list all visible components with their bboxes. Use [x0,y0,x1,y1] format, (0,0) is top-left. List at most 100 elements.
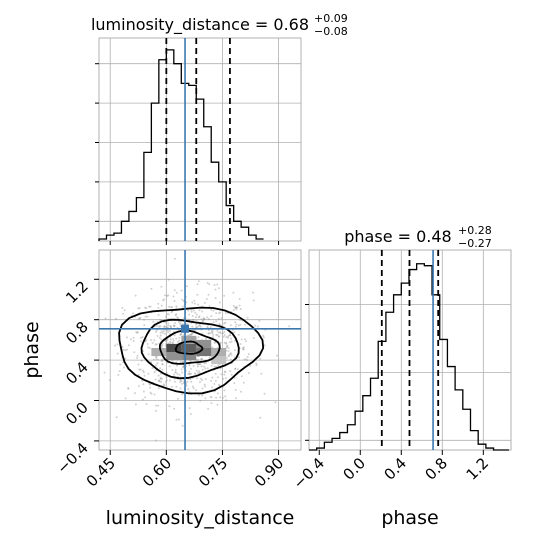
scatter-point [197,280,200,283]
scatter-point [216,333,219,336]
luminosity-distance-quantile-lines [165,38,231,241]
scatter-point [222,377,225,380]
scatter-point [188,364,191,367]
scatter-point [103,371,106,374]
scatter-point [179,379,182,382]
scatter-point [116,352,119,355]
scatter-point [234,367,237,370]
joint-xtick-label-1: 0.60 [139,454,175,490]
scatter-point [207,318,210,320]
scatter-point [243,358,246,361]
phase-hist-yticks [305,304,309,441]
scatter-point [205,361,208,364]
scatter-point [244,323,246,326]
scatter-point [152,320,155,323]
scatter-point [196,283,199,286]
scatter-point [134,294,137,297]
scatter-point [145,403,148,405]
scatter-point [169,306,172,309]
scatter-point [214,288,217,291]
scatter-point [230,373,233,376]
scatter-point [173,257,176,260]
scatter-point [163,325,166,328]
scatter-point [149,305,152,308]
scatter-point [157,374,160,377]
scatter-point [218,301,221,304]
scatter-point [159,318,161,321]
scatter-point [168,405,171,408]
scatter-point [210,396,213,399]
scatter-point [226,336,229,339]
scatter-point [255,364,258,366]
scatter-point [195,326,198,329]
scatter-point [195,313,198,316]
scatter-point [197,365,199,368]
scatter-point [204,385,207,388]
scatter-point [212,333,215,336]
scatter-point [210,364,213,367]
scatter-point [173,325,176,328]
scatter-point [234,306,237,309]
phase-xtick-label-3: 0.8 [422,454,452,484]
scatter-point [162,383,165,386]
scatter-point [219,331,221,334]
scatter-point [136,354,139,357]
scatter-point [252,337,255,339]
scatter-point [223,373,226,376]
scatter-point [211,331,214,334]
scatter-point [195,389,198,392]
scatter-point [179,333,182,336]
scatter-point [121,345,124,348]
scatter-point [175,337,178,340]
density-cell-3 [181,335,197,344]
scatter-point [212,321,215,324]
density-cell-9 [166,343,182,353]
scatter-point [233,349,236,352]
joint-ytick-label-4: 1.2 [62,277,92,307]
scatter-point [155,439,158,442]
luminosity-distance-title-minus: −0.08 [314,25,348,38]
scatter-point [246,359,249,362]
scatter-point [216,329,219,332]
luminosity-distance-hist-panel: luminosity_distance = 0.68 +0.09 −0.08 [91,12,348,245]
scatter-point [232,309,235,312]
density-cell-6 [181,352,197,361]
scatter-point [210,379,213,382]
scatter-point [232,291,235,294]
scatter-point [173,300,176,302]
scatter-point [222,335,225,338]
scatter-point [263,392,266,395]
scatter-point [180,380,183,383]
scatter-point [239,308,242,310]
scatter-point [191,325,194,328]
scatter-point [176,372,179,375]
scatter-point [174,371,177,373]
scatter-point [217,317,220,320]
scatter-point [235,397,237,400]
scatter-point [234,321,237,324]
scatter-point [205,337,208,340]
scatter-point [192,318,195,321]
scatter-point [169,325,172,328]
scatter-point [223,294,226,297]
scatter-point [197,336,200,338]
scatter-point [225,342,228,345]
scatter-point [175,307,178,310]
scatter-point [160,304,163,307]
scatter-point [142,383,145,386]
scatter-point [199,381,201,383]
scatter-point [156,335,159,337]
scatter-point [218,312,221,315]
scatter-point [189,372,191,375]
scatter-point [127,344,130,347]
scatter-point [288,325,291,328]
scatter-point [153,393,156,396]
scatter-point [198,316,201,319]
scatter-point [161,359,164,362]
scatter-point [187,309,190,312]
scatter-point [244,340,247,343]
scatter-point [213,383,216,385]
scatter-point [177,320,180,323]
scatter-point [175,418,178,421]
